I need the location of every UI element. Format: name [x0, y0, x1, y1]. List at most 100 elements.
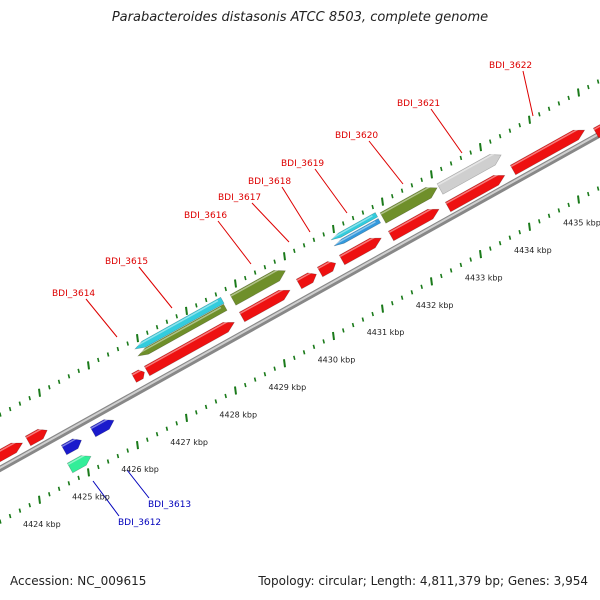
kbp-label: 4434 kbp [514, 246, 552, 255]
kbp-label: 4426 kbp [121, 465, 159, 474]
genome-backbone [0, 130, 600, 473]
upper-tick [557, 101, 561, 106]
upper-tick [263, 264, 267, 270]
gene-arrow-highlight [510, 127, 580, 168]
lower-tick [508, 235, 512, 240]
lower-tick [342, 328, 345, 333]
upper-tick [253, 270, 257, 275]
lower-tick [155, 432, 159, 437]
gene-arrow-shape [330, 212, 379, 241]
lower-tick [204, 404, 208, 410]
lower-tick [322, 339, 325, 344]
callout-line [138, 266, 173, 309]
lower-tick [67, 481, 71, 486]
lower-tick [175, 421, 178, 426]
gene-arrow-highlight [333, 221, 376, 246]
gene-arrow-highlight [0, 440, 18, 458]
upper-tick [577, 88, 580, 97]
callout-line [281, 186, 311, 233]
kbp-label: 4427 kbp [170, 438, 208, 447]
gene-label: BDI_3613 [148, 500, 191, 510]
callout-line [217, 220, 252, 265]
upper-tick [293, 248, 296, 253]
lower-tick [312, 344, 316, 350]
callout-line [368, 140, 404, 185]
gene-arrow [316, 260, 337, 278]
gene-arrow [60, 437, 82, 456]
lower-tick [87, 468, 90, 477]
upper-tick [381, 197, 384, 206]
upper-tick [449, 161, 453, 166]
kbp-label: 4430 kbp [318, 356, 356, 365]
gene-label: BDI_3618 [248, 177, 291, 187]
upper-tick [361, 210, 365, 215]
lower-tick [136, 440, 139, 450]
gene-label: BDI_3620 [335, 131, 378, 141]
gene-arrow-highlight [230, 268, 281, 297]
upper-tick [77, 368, 80, 374]
gene-arrow [0, 440, 24, 466]
gene-arrow-highlight [67, 453, 87, 466]
gene-arrow-highlight [239, 288, 285, 315]
upper-tick [18, 401, 22, 406]
lower-tick [528, 222, 531, 231]
lower-tick [381, 304, 384, 313]
kbp-label: 4431 kbp [367, 328, 405, 337]
upper-tick [175, 314, 178, 319]
lower-tick [567, 202, 570, 208]
lower-tick [293, 355, 296, 360]
lower-tick [391, 301, 394, 306]
lower-tick [400, 295, 404, 300]
gene-arrow [131, 369, 145, 383]
lower-tick-ruler [0, 186, 600, 524]
lower-tick [224, 393, 227, 399]
lower-tick [106, 459, 110, 464]
lower-tick [498, 240, 502, 246]
lower-tick [28, 502, 31, 508]
accession-text: Accession: NC_009615 [10, 574, 147, 588]
gene-arrow-highlight [437, 152, 496, 186]
gene-arrow-highlight [339, 235, 377, 258]
lower-tick [538, 219, 541, 224]
gene-arrow-highlight [296, 271, 313, 282]
lower-tick [77, 475, 80, 481]
upper-tick [508, 128, 512, 133]
upper-tick [312, 237, 316, 243]
upper-tick [273, 259, 276, 264]
gene-callouts: BDI_3614 BDI_3615 BDI_3616 BDI_3617 BDI_3618… [52, 61, 534, 528]
gene-arrow [229, 268, 286, 306]
upper-tick [322, 232, 325, 237]
gene-arrow [592, 120, 600, 139]
gene-arrow [133, 296, 225, 350]
lower-tick [195, 410, 198, 415]
gene-arrow-shape [316, 261, 337, 278]
gene-arrow-shape [387, 208, 440, 242]
map-title: Parabacteroides distasonis ATCC 8503, co… [111, 10, 489, 25]
lower-tick [459, 262, 463, 268]
gene-label: BDI_3614 [52, 289, 95, 299]
upper-tick [469, 150, 472, 155]
lower-tick [253, 377, 257, 382]
lower-tick [577, 195, 580, 204]
upper-tick [459, 155, 463, 161]
gene-arrow-highlight [388, 207, 434, 234]
upper-tick [126, 341, 129, 346]
upper-tick [400, 188, 404, 193]
gene-arrow-highlight [445, 173, 500, 205]
upper-tick [106, 352, 110, 357]
callout-line [251, 202, 290, 243]
gene-arrow-shape [143, 322, 235, 377]
lower-tick [146, 437, 149, 442]
lower-tick [165, 426, 169, 431]
upper-tick [28, 395, 31, 401]
lower-tick [234, 386, 237, 395]
upper-tick [0, 412, 2, 417]
upper-tick [596, 79, 600, 84]
lower-tick [469, 257, 472, 262]
gene-arrow-shape [131, 369, 145, 383]
lower-tick [185, 413, 188, 422]
lower-tick [8, 513, 12, 519]
gene-arrow-highlight [330, 215, 373, 240]
lower-tick [587, 191, 590, 197]
